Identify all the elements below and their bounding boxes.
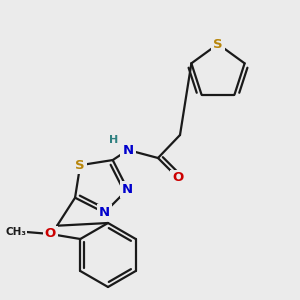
Text: N: N	[122, 183, 133, 196]
Text: S: S	[213, 38, 223, 50]
Text: O: O	[45, 227, 56, 241]
Text: N: N	[99, 206, 110, 219]
Text: O: O	[172, 172, 184, 184]
Text: S: S	[75, 159, 85, 172]
Text: CH₃: CH₃	[5, 227, 26, 237]
Text: H: H	[110, 135, 118, 145]
Text: N: N	[122, 143, 134, 157]
